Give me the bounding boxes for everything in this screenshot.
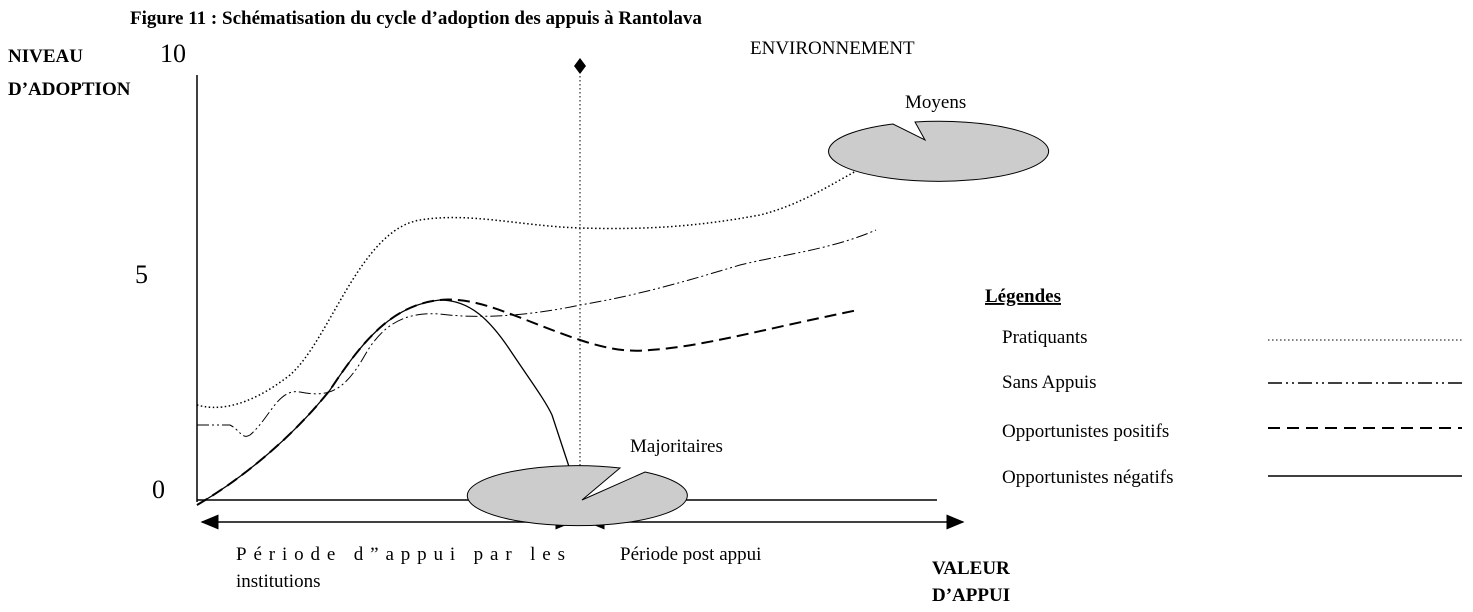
period-text: Période post appui: [620, 544, 761, 565]
curve-opportunistes-negatifs: [196, 299, 581, 506]
curve-opportunistes-positifs: [196, 298, 859, 506]
diamond: [574, 58, 586, 74]
curve-pratiquants: [196, 169, 859, 409]
callout: [466, 465, 688, 527]
y-label: D’ADOPTION: [8, 79, 131, 100]
callout: [828, 120, 1050, 182]
y-tick: 10: [160, 39, 186, 68]
legend-item: Opportunistes négatifs: [1002, 467, 1174, 488]
callout-text: Majoritaires: [630, 436, 723, 457]
x-label: D’APPUI: [932, 585, 1010, 606]
title: Figure 11 : Schématisation du cycle d’ad…: [130, 8, 702, 29]
y-label: NIVEAU: [8, 46, 83, 67]
legend-item: Opportunistes positifs: [1002, 421, 1169, 442]
legend-title: Légendes: [985, 286, 1061, 307]
y-tick: 5: [135, 260, 148, 289]
y-tick: 0: [152, 475, 165, 504]
top-label: ENVIRONNEMENT: [750, 38, 915, 59]
period-text: Période d”appui par les: [236, 544, 565, 565]
curve-sans-appuis: [197, 229, 877, 437]
legend-item: Sans Appuis: [1002, 372, 1097, 393]
x-label: VALEUR: [932, 558, 1010, 579]
legend-item: Pratiquants: [1002, 327, 1088, 348]
period-text: institutions: [236, 571, 320, 592]
callout-text: Moyens: [905, 92, 966, 113]
